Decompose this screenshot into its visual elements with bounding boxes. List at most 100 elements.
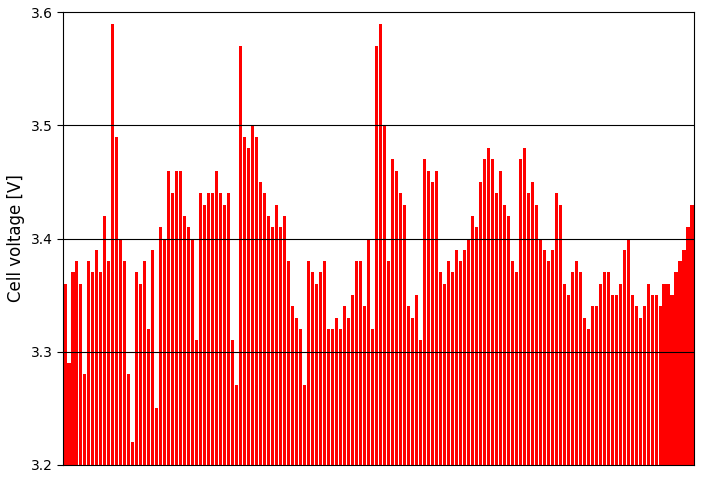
Bar (591, 306, 594, 480)
Bar (211, 193, 215, 480)
Bar (159, 227, 163, 480)
Bar (255, 137, 258, 480)
Bar (183, 216, 186, 480)
Bar (199, 193, 203, 480)
Bar (167, 171, 170, 480)
Bar (219, 193, 222, 480)
Bar (519, 159, 522, 480)
Bar (263, 193, 266, 480)
Bar (391, 159, 394, 480)
Bar (575, 261, 578, 480)
Bar (88, 261, 90, 480)
Bar (100, 273, 102, 480)
Bar (307, 261, 310, 480)
Bar (67, 363, 71, 480)
Bar (131, 442, 135, 480)
Bar (72, 273, 74, 480)
Bar (427, 171, 430, 480)
Bar (283, 216, 286, 480)
Bar (651, 295, 654, 480)
Bar (323, 261, 326, 480)
Bar (215, 171, 218, 480)
Bar (115, 137, 118, 480)
Bar (578, 273, 582, 480)
Bar (319, 273, 322, 480)
Bar (467, 239, 470, 480)
Bar (599, 284, 601, 480)
Bar (515, 273, 518, 480)
Bar (387, 261, 390, 480)
Bar (259, 182, 262, 480)
Bar (107, 261, 111, 480)
Bar (606, 273, 610, 480)
Bar (191, 239, 194, 480)
Bar (163, 239, 166, 480)
Bar (339, 329, 342, 480)
Bar (63, 284, 67, 480)
Bar (331, 329, 334, 480)
Bar (670, 295, 674, 480)
Bar (363, 306, 366, 480)
Bar (347, 318, 350, 480)
Bar (103, 216, 107, 480)
Bar (231, 340, 234, 480)
Bar (299, 329, 302, 480)
Bar (447, 261, 450, 480)
Bar (135, 273, 138, 480)
Bar (415, 295, 418, 480)
Bar (662, 284, 666, 480)
Bar (247, 148, 250, 480)
Y-axis label: Cell voltage [V]: Cell voltage [V] (7, 175, 25, 302)
Bar (271, 227, 274, 480)
Bar (603, 273, 606, 480)
Bar (83, 374, 86, 480)
Bar (483, 159, 486, 480)
Bar (79, 284, 83, 480)
Bar (423, 159, 426, 480)
Bar (399, 193, 402, 480)
Bar (311, 273, 314, 480)
Bar (95, 250, 98, 480)
Bar (235, 385, 238, 480)
Bar (243, 137, 246, 480)
Bar (119, 239, 123, 480)
Bar (526, 193, 530, 480)
Bar (395, 171, 398, 480)
Bar (594, 306, 598, 480)
Bar (179, 171, 182, 480)
Bar (251, 125, 254, 480)
Bar (279, 227, 283, 480)
Bar (639, 318, 641, 480)
Bar (403, 204, 406, 480)
Bar (111, 24, 114, 480)
Bar (547, 261, 550, 480)
Bar (566, 295, 570, 480)
Bar (646, 284, 650, 480)
Bar (195, 340, 198, 480)
Bar (611, 295, 614, 480)
Bar (155, 408, 158, 480)
Bar (383, 125, 386, 480)
Bar (343, 306, 346, 480)
Bar (431, 182, 434, 480)
Bar (267, 216, 270, 480)
Bar (187, 227, 191, 480)
Bar (303, 385, 306, 480)
Bar (207, 193, 210, 480)
Bar (618, 284, 622, 480)
Bar (315, 284, 318, 480)
Bar (418, 340, 422, 480)
Bar (683, 250, 686, 480)
Bar (531, 182, 534, 480)
Bar (351, 295, 354, 480)
Bar (495, 193, 498, 480)
Bar (275, 204, 278, 480)
Bar (458, 261, 462, 480)
Bar (554, 193, 558, 480)
Bar (335, 318, 338, 480)
Bar (634, 306, 638, 480)
Bar (471, 216, 474, 480)
Bar (538, 239, 542, 480)
Bar (455, 250, 458, 480)
Bar (239, 47, 243, 480)
